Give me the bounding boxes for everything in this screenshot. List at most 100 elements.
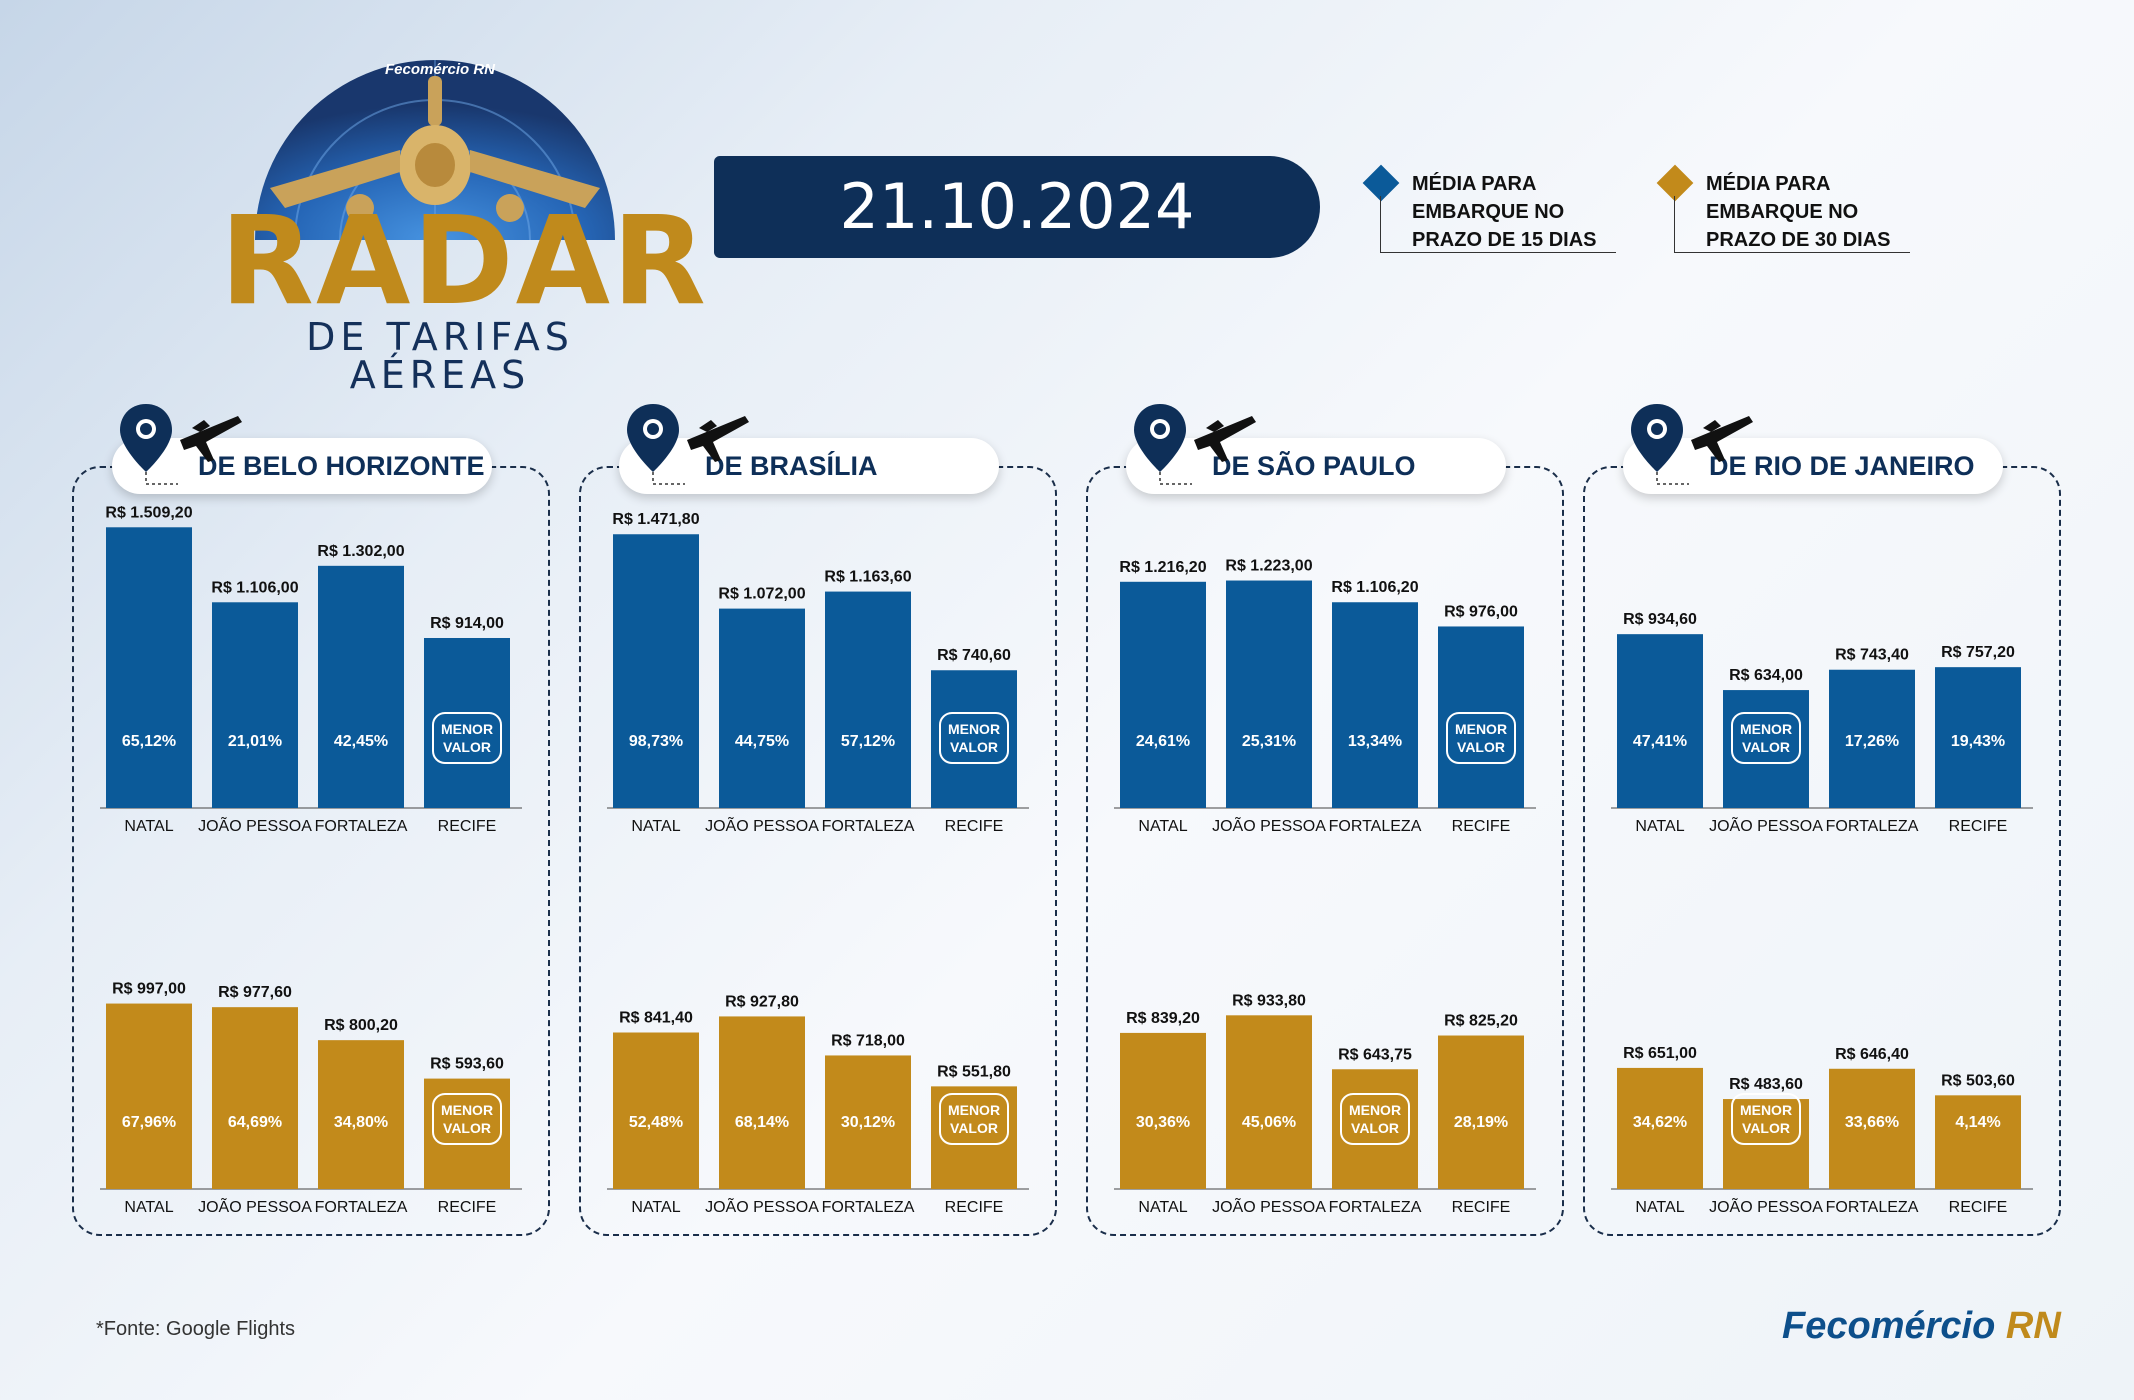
fare-bar <box>613 1032 699 1189</box>
percent-label: 4,14% <box>1955 1114 2000 1131</box>
fare-value-label: R$ 646,40 <box>1835 1046 1909 1063</box>
lowest-price-badge-text: VALOR <box>443 739 491 755</box>
percent-label: 33,66% <box>1845 1114 1899 1131</box>
fare-value-label: R$ 551,80 <box>937 1063 1011 1080</box>
fare-value-label: R$ 1.509,20 <box>105 504 192 521</box>
fare-bar <box>1935 1095 2021 1189</box>
destination-label: RECIFE <box>438 1199 497 1216</box>
brand-name: Fecomércio <box>1782 1305 1996 1347</box>
destination-label: JOÃO PESSOA <box>198 1196 312 1216</box>
percent-label: 19,43% <box>1951 733 2005 750</box>
fare-value-label: R$ 825,20 <box>1444 1013 1518 1030</box>
destination-label: RECIFE <box>945 818 1004 835</box>
fare-bar <box>613 534 699 808</box>
destination-label: JOÃO PESSOA <box>1212 1196 1326 1216</box>
radar-subtitle: DE TARIFAS AÉREAS <box>306 315 574 397</box>
percent-label: 24,61% <box>1136 733 1190 750</box>
destination-label: RECIFE <box>1949 1199 2008 1216</box>
radar-dome-icon <box>255 60 615 241</box>
fare-bar <box>1617 634 1703 808</box>
city-fare-chart: R$ 1.216,20 24,61% NATAL R$ 1.223,00 25,31% J… <box>1114 558 1536 1216</box>
legend-15-days: MÉDIA PARA EMBARQUE NO PRAZO DE 15 DIAS <box>1356 160 1616 260</box>
panel-title: DE BELO HORIZONTE <box>112 438 492 494</box>
percent-label: 30,12% <box>841 1114 895 1131</box>
percent-label: 42,45% <box>334 733 388 750</box>
fare-bar <box>1226 1015 1312 1189</box>
panel-title: DE BRASÍLIA <box>619 438 999 494</box>
fare-value-label: R$ 643,75 <box>1338 1046 1412 1063</box>
fare-value-label: R$ 977,60 <box>218 984 292 1001</box>
fare-value-label: R$ 743,40 <box>1835 647 1909 664</box>
fare-bar <box>318 1040 404 1189</box>
fare-value-label: R$ 976,00 <box>1444 603 1518 620</box>
location-plane-icon <box>1631 404 1753 485</box>
city-fare-chart: R$ 934,60 47,41% NATAL R$ 634,00 MENOR VALOR J… <box>1611 611 2033 1216</box>
fare-value-label: R$ 1.302,00 <box>317 543 404 560</box>
fare-bar <box>106 1003 192 1189</box>
lowest-price-badge-text: VALOR <box>1742 1120 1790 1136</box>
fare-value-label: R$ 934,60 <box>1623 611 1697 628</box>
percent-label: 64,69% <box>228 1114 282 1131</box>
destination-label: NATAL <box>1138 818 1187 835</box>
percent-label: 25,31% <box>1242 733 1296 750</box>
source-note: *Fonte: Google Flights <box>96 1318 295 1340</box>
destination-label: RECIFE <box>1452 1199 1511 1216</box>
fare-bar <box>1723 690 1809 808</box>
destination-label: FORTALEZA <box>1329 818 1422 835</box>
city-fare-chart: R$ 1.471,80 98,73% NATAL R$ 1.072,00 44,75% J… <box>607 511 1029 1216</box>
legend-15-days-label: MÉDIA PARA EMBARQUE NO PRAZO DE 15 DIAS <box>1412 173 1597 251</box>
percent-label: 57,12% <box>841 733 895 750</box>
fare-bar <box>1120 1032 1206 1189</box>
blue-diamond-icon <box>1362 164 1400 202</box>
fare-bar <box>1935 667 2021 808</box>
fare-bar <box>1438 1035 1524 1189</box>
destination-label: JOÃO PESSOA <box>705 1196 819 1216</box>
percent-label: 65,12% <box>122 733 176 750</box>
percent-label: 47,41% <box>1633 733 1687 750</box>
destination-label: RECIFE <box>1949 818 2008 835</box>
destination-label: FORTALEZA <box>1329 1199 1422 1216</box>
lowest-price-badge-text: MENOR <box>1349 1102 1401 1118</box>
fare-bar <box>1332 602 1418 808</box>
percent-label: 52,48% <box>629 1114 683 1131</box>
fare-bar <box>212 602 298 808</box>
fare-value-label: R$ 914,00 <box>430 615 504 632</box>
fare-value-label: R$ 503,60 <box>1941 1072 2015 1089</box>
airplane-icon <box>270 76 600 222</box>
legend-30-days-label: MÉDIA PARA EMBARQUE NO PRAZO DE 30 DIAS <box>1706 173 1891 251</box>
destination-label: NATAL <box>124 818 173 835</box>
percent-label: 68,14% <box>735 1114 789 1131</box>
date-banner: 21.10.2024 <box>714 156 1320 258</box>
fare-bar <box>1617 1067 1703 1189</box>
lowest-price-badge-text: MENOR <box>441 721 493 737</box>
fare-value-label: R$ 997,00 <box>112 981 186 998</box>
percent-label: 30,36% <box>1136 1114 1190 1131</box>
fare-value-label: R$ 839,20 <box>1126 1010 1200 1027</box>
fare-bar <box>719 608 805 808</box>
lowest-price-badge <box>939 1093 1009 1145</box>
fare-value-label: R$ 1.163,60 <box>824 569 911 586</box>
destination-label: FORTALEZA <box>822 818 915 835</box>
fare-value-label: R$ 483,60 <box>1729 1076 1803 1093</box>
fare-bar <box>1226 580 1312 808</box>
lowest-price-badge-text: MENOR <box>948 721 1000 737</box>
fare-value-label: R$ 718,00 <box>831 1032 905 1049</box>
fare-bar <box>825 591 911 808</box>
lowest-price-badge-text: VALOR <box>1457 739 1505 755</box>
fare-bar <box>1829 1068 1915 1189</box>
destination-label: NATAL <box>1138 1199 1187 1216</box>
lowest-price-badge-text: MENOR <box>1740 1102 1792 1118</box>
fare-bar <box>931 670 1017 808</box>
lowest-price-badge <box>939 712 1009 764</box>
radar-title: RADAR <box>220 190 708 332</box>
destination-label: FORTALEZA <box>822 1199 915 1216</box>
fare-value-label: R$ 740,60 <box>937 647 1011 664</box>
location-plane-icon <box>627 404 749 485</box>
fare-bar <box>1120 581 1206 808</box>
lowest-price-badge-text: VALOR <box>1742 739 1790 755</box>
fare-value-label: R$ 841,40 <box>619 1009 693 1026</box>
percent-label: 34,80% <box>334 1114 388 1131</box>
destination-label: RECIFE <box>1452 818 1511 835</box>
gold-diamond-icon <box>1656 164 1694 202</box>
fare-value-label: R$ 1.106,20 <box>1331 579 1418 596</box>
